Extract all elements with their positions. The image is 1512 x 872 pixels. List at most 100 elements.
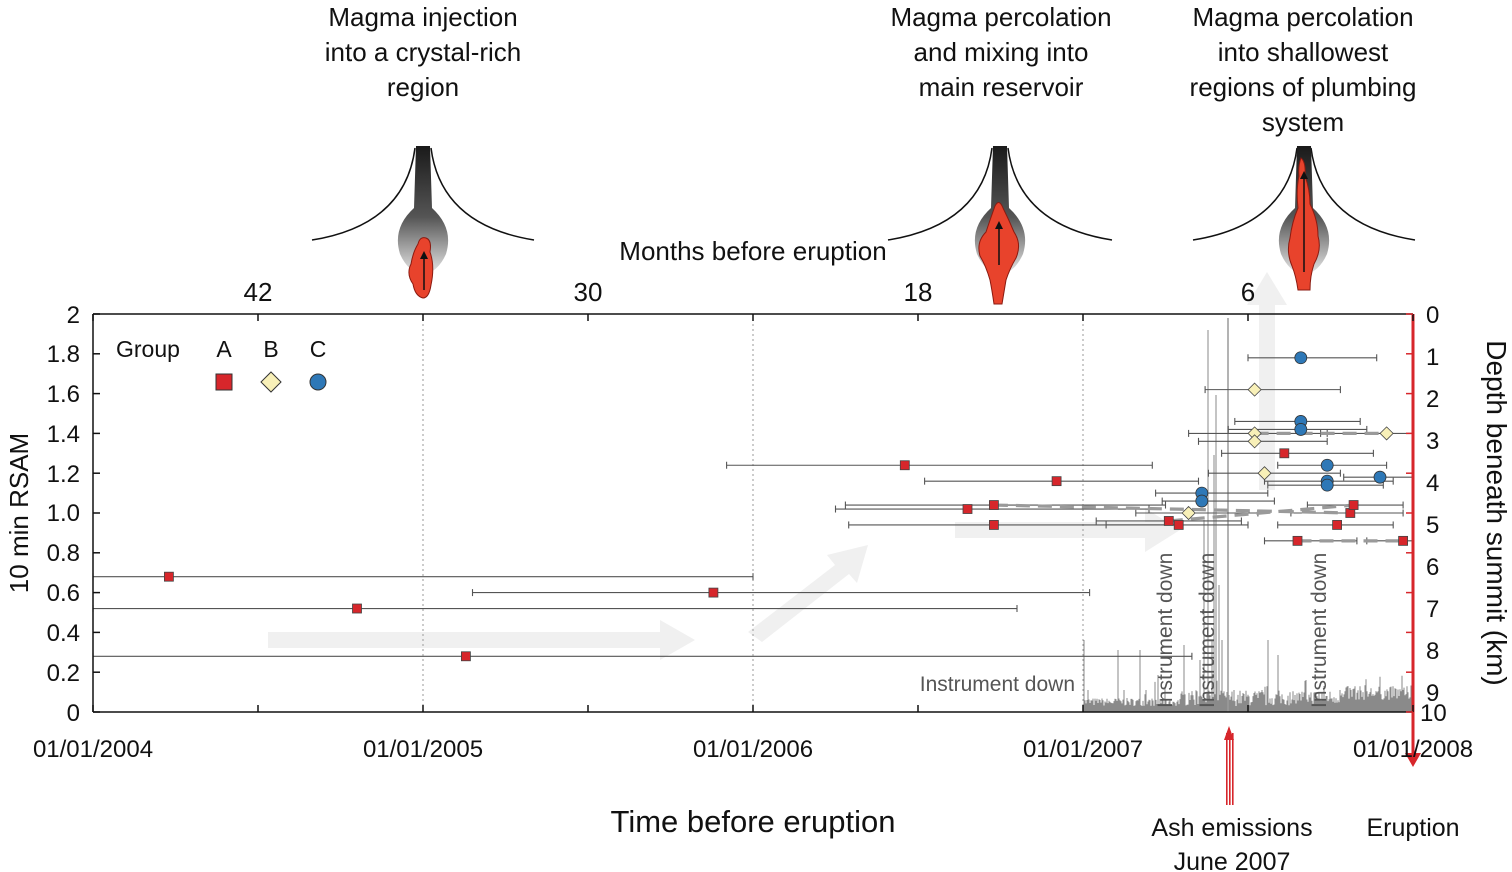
trend-arrow-upper [955,508,1180,552]
stage-label-line: main reservoir [918,72,1084,102]
group-a-marker [1163,516,1174,526]
stage-label-line: region [386,72,460,102]
y-tick-label: 1.2 [47,461,80,488]
depth-tick-label: 7 [1426,596,1439,623]
stage-label-line: system [1261,107,1345,137]
stage-label-line: regions of plumbing [1189,72,1417,102]
y-tick-label: 1.6 [47,381,80,408]
y-tick-label: 1.0 [47,500,80,527]
top-tick-label: 18 [904,277,933,307]
x-tick-label: 01/01/2006 [693,736,813,763]
ash-emissions-label: Ash emissions [1151,814,1312,842]
stage-label-line: Magma injection [328,2,518,32]
depth-tick-label: 10 [1420,700,1447,727]
depth-tick-label: 9 [1426,680,1439,707]
group-a-marker [163,571,174,582]
legend-title: Group [116,336,180,362]
legend-label-b: B [263,336,278,362]
trend-arrow-diagonal [748,545,868,642]
x-tick-label: 01/01/2004 [33,736,153,763]
depth-tick-label: 1 [1426,344,1439,371]
legend-marker-b [260,371,282,393]
instrument-down-label-vertical: Instrument down [1196,553,1219,708]
y-tick-label: 0.8 [47,540,80,567]
group-c-marker [1195,494,1209,508]
data-layer [92,351,1414,662]
legend-label-c: C [310,336,327,362]
legend-label-a: A [216,336,232,362]
year-guides [422,314,1084,712]
depth-tick-label: 2 [1426,386,1439,413]
depth-tick-label: 4 [1426,470,1439,497]
ash-emission-marker [1224,726,1234,805]
schematic-shallow [1192,146,1416,291]
group-a-marker [460,651,471,662]
group-a-marker [989,520,999,530]
stage-label-line: and mixing into [913,37,1089,67]
depth-tick-label: 8 [1426,638,1439,665]
trend-arrow-horizontal [268,620,695,660]
group-a-marker [708,587,719,598]
y-tick-label: 2 [67,302,80,329]
group-a-marker [899,460,910,471]
legend: Group A B C [116,336,327,393]
group-a-marker [352,603,362,614]
group-c-marker [1320,478,1334,492]
group-a-marker [1348,500,1359,510]
stage-label-line: into shallowest [1217,37,1389,67]
schematic-injection [311,146,535,299]
depth-tick-label: 5 [1426,512,1439,539]
x-axis-title: Time before eruption [611,804,896,839]
top-axis-label: Months before eruption [619,236,886,266]
depth-tick-label: 3 [1426,428,1439,455]
y-tick-label: 0.4 [47,620,80,647]
axis-ticks [92,313,1414,713]
x-tick-label: 01/01/2005 [363,736,483,763]
stage-label-line: Magma percolation [890,2,1112,32]
group-c-marker [1373,470,1387,484]
stage-label-mixing: Magma percolation and mixing into main r… [851,0,1151,105]
x-tick-label: 01/01/2007 [1023,736,1143,763]
group-a-marker [1292,535,1303,546]
legend-marker-a [215,373,233,391]
group-b-marker [1247,382,1262,397]
depth-tick-label: 6 [1426,554,1439,581]
instrument-down-label-main: Instrument down [920,673,1075,696]
legend-marker-c [309,373,327,391]
markers [163,351,1408,662]
eruption-label: Eruption [1366,814,1459,842]
ash-emissions-date: June 2007 [1174,848,1291,872]
group-b-marker [1247,434,1262,449]
top-tick-label: 30 [574,277,603,307]
dashed-link [1168,503,1354,523]
top-tick-label: 42 [244,277,273,307]
error-bars [92,354,1414,660]
group-b-marker [1181,505,1196,521]
group-b-marker [1379,426,1394,441]
trend-arrow-vertical [1247,272,1287,490]
schematic-mixing [887,146,1113,305]
group-c-marker [1294,423,1308,436]
top-tick-label: 6 [1241,277,1255,307]
group-a-marker [1173,520,1184,530]
group-c-marker [1294,351,1308,365]
stage-label-shallow: Magma percolation into shallowest region… [1153,0,1453,140]
dashed-links [993,431,1404,543]
y-tick-label: 1.8 [47,341,80,368]
group-c-marker [1320,458,1334,472]
group-a-marker [1051,476,1062,487]
depth-tick-labels: 0 1 2 3 4 5 6 7 8 9 10 [1420,302,1447,727]
group-a-marker [989,500,999,510]
group-a-marker [1398,535,1408,546]
stage-label-line: into a crystal-rich [324,37,522,67]
instrument-down-label-vertical: Instrument down [1308,553,1331,708]
group-a-marker [1332,520,1342,530]
stage-label-line: Magma percolation [1192,2,1414,32]
y-tick-label: 0 [67,700,80,727]
group-b-marker [1257,466,1272,481]
y-tick-label: 0.2 [47,660,80,687]
depth-tick-label: 0 [1426,302,1439,329]
group-a-marker [962,504,973,514]
trend-arrows [268,272,1287,660]
